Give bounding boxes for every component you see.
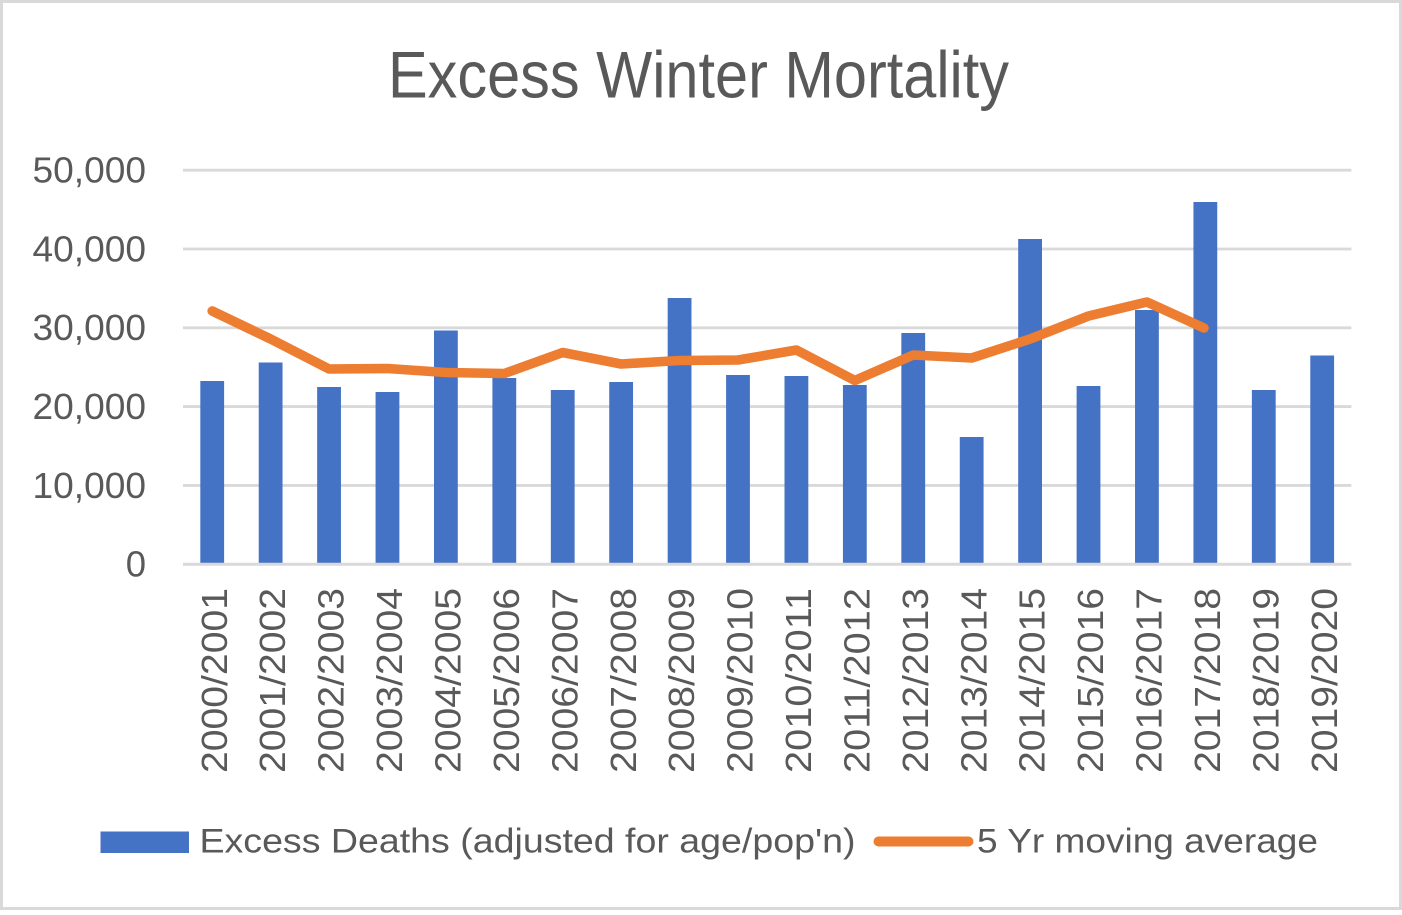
svg-text:20,000: 20,000 — [33, 386, 147, 427]
svg-text:2000/2001: 2000/2001 — [194, 588, 235, 773]
svg-text:2007/2008: 2007/2008 — [603, 588, 644, 773]
svg-text:Excess Winter Mortality: Excess Winter Mortality — [388, 38, 1009, 112]
svg-text:2004/2005: 2004/2005 — [427, 588, 468, 773]
svg-text:10,000: 10,000 — [33, 465, 147, 506]
svg-text:2015/2016: 2015/2016 — [1070, 588, 1111, 773]
svg-text:30,000: 30,000 — [33, 307, 147, 348]
svg-text:2018/2019: 2018/2019 — [1245, 588, 1286, 773]
svg-text:2008/2009: 2008/2009 — [661, 588, 702, 773]
svg-text:2003/2004: 2003/2004 — [369, 588, 410, 773]
svg-text:2016/2017: 2016/2017 — [1129, 588, 1170, 773]
svg-text:2009/2010: 2009/2010 — [720, 588, 761, 773]
svg-text:2002/2003: 2002/2003 — [311, 588, 352, 773]
svg-text:Excess Deaths (adjusted for ag: Excess Deaths (adjusted for age/pop'n) — [200, 823, 856, 861]
svg-text:2019/2020: 2019/2020 — [1304, 588, 1345, 773]
svg-text:5 Yr moving average: 5 Yr moving average — [977, 823, 1318, 861]
svg-text:2010/2011: 2010/2011 — [778, 588, 819, 773]
svg-text:0: 0 — [126, 544, 146, 585]
svg-text:2006/2007: 2006/2007 — [544, 588, 585, 773]
svg-text:2013/2014: 2013/2014 — [953, 588, 994, 773]
svg-text:2001/2002: 2001/2002 — [252, 588, 293, 773]
svg-text:2017/2018: 2017/2018 — [1187, 588, 1228, 773]
svg-text:2012/2013: 2012/2013 — [895, 588, 936, 773]
svg-text:2014/2015: 2014/2015 — [1012, 588, 1053, 773]
svg-text:40,000: 40,000 — [33, 228, 147, 269]
svg-text:2005/2006: 2005/2006 — [486, 588, 527, 773]
svg-text:2011/2012: 2011/2012 — [836, 588, 877, 773]
svg-text:50,000: 50,000 — [33, 150, 147, 191]
